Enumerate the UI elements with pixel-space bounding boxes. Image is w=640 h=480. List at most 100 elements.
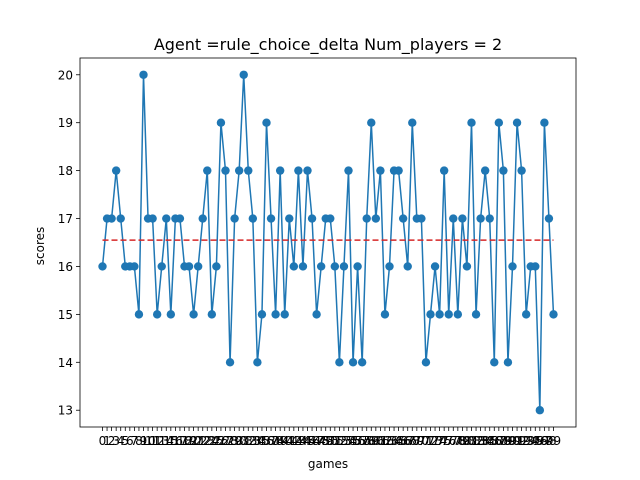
x-tick-label: 91 — [509, 434, 524, 448]
x-tick-label: 29 — [227, 434, 242, 448]
data-point — [398, 214, 408, 223]
x-tick-label: 85 — [482, 434, 497, 448]
x-tick-label: 7 — [131, 434, 139, 448]
x-tick-label: 61 — [373, 434, 388, 448]
x-tick-label: 45 — [300, 434, 315, 448]
x-tick-label: 16 — [168, 434, 183, 448]
x-tick-label: 70 — [414, 434, 429, 448]
x-tick-label: 33 — [245, 434, 260, 448]
x-tick-label: 98 — [541, 434, 556, 448]
y-axis-label: scores — [33, 227, 47, 266]
x-tick-label: 6 — [126, 434, 134, 448]
data-point — [385, 262, 394, 271]
data-point — [512, 118, 522, 127]
x-tick-label: 38 — [268, 434, 283, 448]
data-point — [503, 358, 513, 367]
x-tick-label: 54 — [341, 434, 356, 448]
data-point — [535, 406, 545, 415]
x-tick-label: 57 — [355, 434, 370, 448]
x-tick-label: 9 — [140, 434, 148, 448]
data-point — [285, 214, 294, 223]
x-tick-label: 95 — [528, 434, 543, 448]
data-point — [376, 166, 385, 175]
data-point — [230, 214, 239, 223]
x-tick-label: 88 — [496, 434, 511, 448]
data-point — [499, 166, 508, 175]
x-tick-label: 43 — [291, 434, 306, 448]
x-tick-label: 50 — [323, 434, 338, 448]
x-tick-label: 86 — [487, 434, 502, 448]
x-tick-label: 65 — [391, 434, 406, 448]
data-point — [490, 358, 499, 367]
x-tick-label: 35 — [254, 434, 269, 448]
x-tick-label: 49 — [318, 434, 333, 448]
x-tick-label: 24 — [204, 434, 219, 448]
data-point — [307, 214, 317, 223]
data-point — [453, 310, 463, 319]
y-tick-label: 18 — [58, 164, 73, 178]
x-tick-label: 15 — [163, 434, 178, 448]
data-point — [298, 262, 308, 271]
y-tick-label: 13 — [58, 404, 73, 418]
x-tick-label: 18 — [177, 434, 192, 448]
x-tick-label: 87 — [491, 434, 506, 448]
x-tick-label: 66 — [396, 434, 411, 448]
y-tick-label: 14 — [58, 356, 73, 370]
x-tick-label: 58 — [359, 434, 374, 448]
data-point — [339, 262, 349, 271]
x-tick-label: 77 — [446, 434, 461, 448]
x-axis-label: games — [308, 457, 348, 471]
data-point — [184, 262, 194, 271]
x-tick-label: 8 — [135, 434, 143, 448]
x-tick-label: 93 — [519, 434, 534, 448]
data-point — [189, 310, 198, 319]
x-tick-label: 75 — [437, 434, 452, 448]
data-point — [116, 214, 125, 223]
x-tick-label: 63 — [382, 434, 397, 448]
x-tick-label: 67 — [400, 434, 415, 448]
x-tick-label: 14 — [159, 434, 174, 448]
data-point — [207, 310, 217, 319]
data-point — [193, 262, 203, 271]
x-tick-label: 23 — [200, 434, 215, 448]
data-point — [175, 214, 185, 223]
x-tick-label: 11 — [145, 434, 160, 448]
x-tick-label: 25 — [209, 434, 224, 448]
data-point — [134, 310, 144, 319]
x-tick-label: 47 — [309, 434, 324, 448]
x-tick-label: 78 — [450, 434, 465, 448]
x-tick-label: 56 — [350, 434, 365, 448]
x-tick-label: 19 — [181, 434, 196, 448]
data-point — [280, 310, 289, 319]
x-tick-label: 71 — [418, 434, 433, 448]
x-tick-label: 4 — [117, 434, 125, 448]
x-tick-label: 36 — [259, 434, 274, 448]
x-tick-label: 84 — [478, 434, 493, 448]
data-point — [458, 214, 467, 223]
x-tick-label: 40 — [277, 434, 292, 448]
x-tick-label: 55 — [345, 434, 360, 448]
data-point — [430, 262, 440, 271]
x-tick-label: 94 — [523, 434, 538, 448]
y-tick-label: 17 — [58, 212, 73, 226]
chart-title: Agent =rule_choice_delta Num_players = 2 — [154, 35, 502, 55]
data-point — [271, 310, 280, 319]
x-tick-label: 26 — [213, 434, 228, 448]
data-point — [357, 358, 367, 367]
data-point — [362, 214, 371, 223]
data-point — [294, 166, 303, 175]
x-tick-label: 48 — [314, 434, 329, 448]
x-tick-label: 60 — [368, 434, 383, 448]
data-point — [157, 262, 166, 271]
data-point — [130, 262, 139, 271]
y-tick-label: 19 — [58, 116, 73, 130]
x-tick-label: 82 — [468, 434, 483, 448]
data-point — [435, 310, 444, 319]
data-point — [353, 262, 362, 271]
data-point — [216, 118, 226, 127]
data-point — [326, 214, 335, 223]
data-point — [98, 262, 107, 271]
data-point — [531, 262, 540, 271]
data-point — [480, 166, 490, 175]
